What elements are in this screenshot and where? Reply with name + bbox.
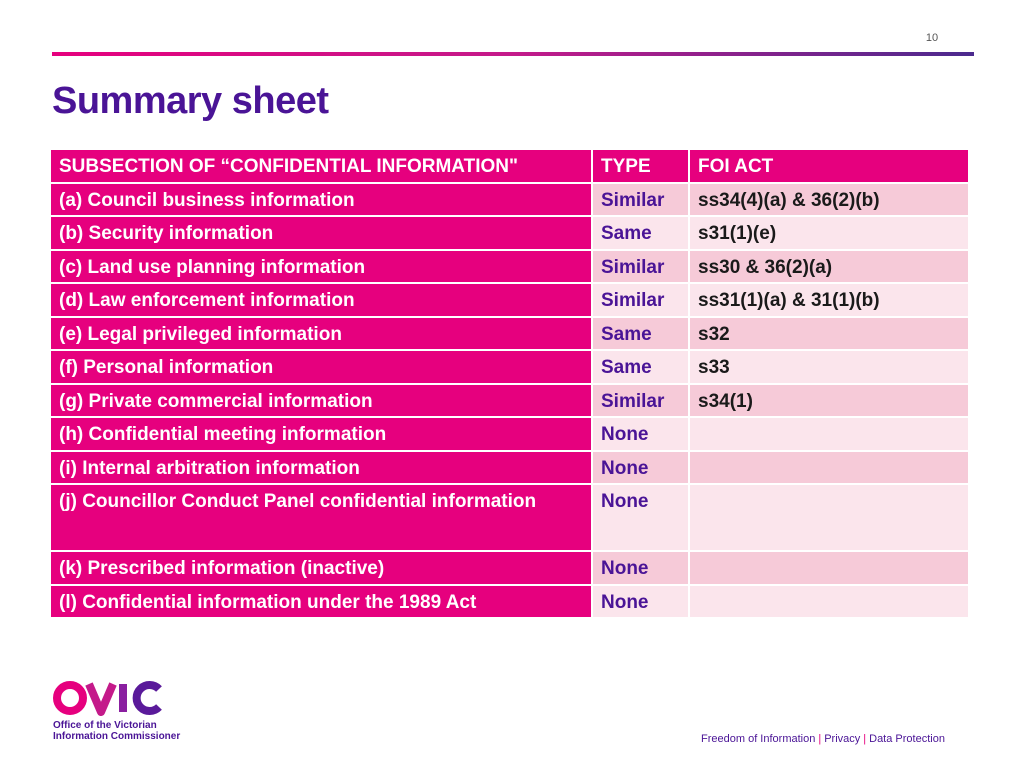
table-row: (k) Prescribed information (inactive) No… (51, 552, 968, 586)
type-cell: Similar (593, 384, 690, 418)
table-row: (g) Private commercial information Simil… (51, 384, 968, 418)
logo-line-2: Information Commissioner (53, 731, 181, 742)
subsection-cell: (a) Council business information (51, 183, 593, 217)
table-row: (a) Council business information Similar… (51, 183, 968, 217)
subsection-cell: (b) Security information (51, 217, 593, 251)
logo-line-1: Office of the Victorian (53, 720, 157, 731)
type-cell: Similar (593, 250, 690, 284)
header-subsection: SUBSECTION OF “CONFIDENTIAL INFORMATION" (51, 150, 593, 184)
table-row: (h) Confidential meeting information Non… (51, 418, 968, 452)
foi-act-cell: s34(1) (690, 384, 968, 418)
type-cell: Similar (593, 183, 690, 217)
type-cell: None (593, 552, 690, 586)
subsection-cell: (c) Land use planning information (51, 250, 593, 284)
page-number: 10 (925, 32, 939, 44)
footer-separator: | (863, 733, 867, 745)
type-cell: Similar (593, 284, 690, 318)
foi-act-cell: ss31(1)(a) & 31(1)(b) (690, 284, 968, 318)
slide-title: Summary sheet (52, 80, 329, 122)
foi-act-cell: s31(1)(e) (690, 217, 968, 251)
type-cell: None (593, 418, 690, 452)
subsection-cell: (j) Councillor Conduct Panel confidentia… (51, 485, 593, 552)
subsection-cell: (i) Internal arbitration information (51, 451, 593, 485)
foi-act-cell (690, 585, 968, 619)
footer-item-privacy: Privacy (824, 733, 861, 745)
foi-act-cell: s33 (690, 351, 968, 385)
summary-table: SUBSECTION OF “CONFIDENTIAL INFORMATION"… (51, 150, 968, 619)
table-row: (d) Law enforcement information Similar … (51, 284, 968, 318)
subsection-cell: (l) Confidential information under the 1… (51, 585, 593, 619)
subsection-cell: (h) Confidential meeting information (51, 418, 593, 452)
table-row: (i) Internal arbitration information Non… (51, 451, 968, 485)
subsection-cell: (k) Prescribed information (inactive) (51, 552, 593, 586)
header-type: TYPE (593, 150, 690, 184)
table-row: (c) Land use planning information Simila… (51, 250, 968, 284)
type-cell: Same (593, 351, 690, 385)
foi-act-cell: s32 (690, 317, 968, 351)
foi-act-cell (690, 451, 968, 485)
table-row: (j) Councillor Conduct Panel confidentia… (51, 485, 968, 552)
subsection-cell: (f) Personal information (51, 351, 593, 385)
type-cell: None (593, 485, 690, 552)
top-divider (52, 52, 974, 56)
subsection-cell: (d) Law enforcement information (51, 284, 593, 318)
foi-act-cell: ss30 & 36(2)(a) (690, 250, 968, 284)
footer-item-foi: Freedom of Information (701, 733, 816, 745)
logo-subtitle: Office of the Victorian Information Comm… (53, 720, 180, 742)
header-foi-act: FOI ACT (690, 150, 968, 184)
table-row: (l) Confidential information under the 1… (51, 585, 968, 619)
type-cell: Same (593, 317, 690, 351)
subsection-cell: (g) Private commercial information (51, 384, 593, 418)
subsection-cell: (e) Legal privileged information (51, 317, 593, 351)
ovic-logo: Office of the Victorian Information Comm… (53, 680, 180, 742)
table-row: (e) Legal privileged information Same s3… (51, 317, 968, 351)
foi-act-cell (690, 485, 968, 552)
foi-act-cell (690, 418, 968, 452)
type-cell: Same (593, 217, 690, 251)
table-header-row: SUBSECTION OF “CONFIDENTIAL INFORMATION"… (51, 150, 968, 184)
foi-act-cell: ss34(4)(a) & 36(2)(b) (690, 183, 968, 217)
type-cell: None (593, 451, 690, 485)
type-cell: None (593, 585, 690, 619)
foi-act-cell (690, 552, 968, 586)
footer-item-data-protection: Data Protection (869, 733, 945, 745)
table-row: (f) Personal information Same s33 (51, 351, 968, 385)
table-row: (b) Security information Same s31(1)(e) (51, 217, 968, 251)
footer-separator: | (818, 733, 822, 745)
footer-tagline: Freedom of Information | Privacy | Data Prot… (701, 733, 945, 745)
ovic-wordmark-logo (53, 681, 162, 716)
